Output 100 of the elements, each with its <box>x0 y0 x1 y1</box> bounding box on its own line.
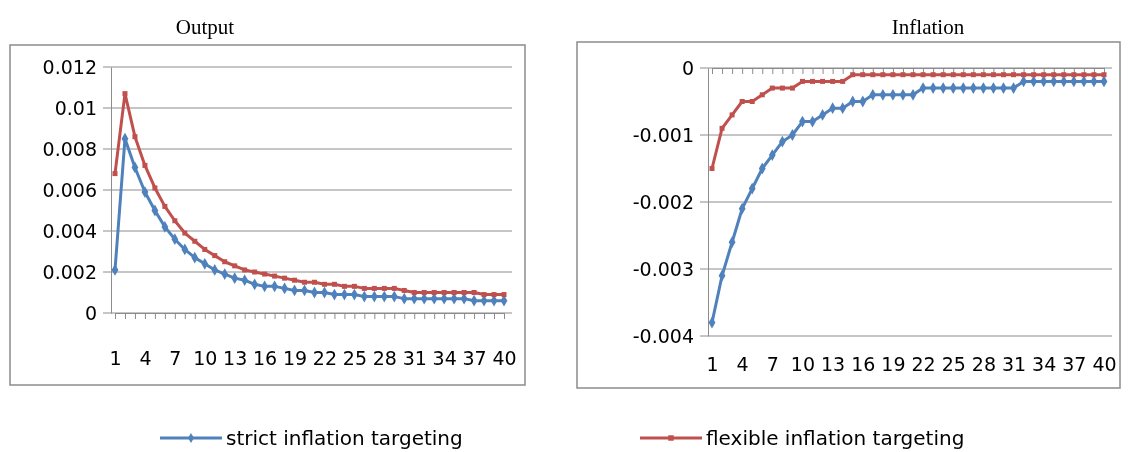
y-tick-label: 0.01 <box>54 96 97 119</box>
x-tick-label: 16 <box>851 353 876 376</box>
point <box>311 279 317 285</box>
chart-title: Output <box>175 15 235 39</box>
point <box>112 171 118 177</box>
point <box>739 99 745 104</box>
x-tick-label: 10 <box>790 353 816 376</box>
point <box>421 290 427 295</box>
y-tick-label: 0.006 <box>42 178 97 201</box>
x-tick-label: 22 <box>911 353 936 376</box>
point <box>491 292 497 298</box>
point <box>212 253 218 259</box>
point <box>401 287 407 293</box>
point <box>1021 72 1027 78</box>
point <box>810 78 816 84</box>
x-tick-label: 22 <box>312 347 338 370</box>
point <box>910 72 916 78</box>
point <box>461 290 467 295</box>
x-tick-label: 25 <box>941 353 966 376</box>
point <box>980 72 986 78</box>
point <box>1031 72 1037 78</box>
point <box>1091 72 1097 78</box>
point <box>172 218 178 224</box>
point <box>900 72 906 78</box>
point <box>789 85 795 91</box>
point <box>990 72 996 78</box>
x-tick-label: 13 <box>821 353 846 376</box>
point <box>769 85 775 91</box>
point <box>1071 72 1077 78</box>
point <box>162 203 168 209</box>
x-tick-label: 7 <box>169 347 182 370</box>
point <box>391 285 397 291</box>
point <box>222 259 228 265</box>
x-tick-label: 37 <box>1062 353 1087 376</box>
point <box>1011 72 1017 78</box>
point <box>1061 72 1067 78</box>
point <box>920 72 926 78</box>
point <box>950 72 956 78</box>
point <box>960 72 966 78</box>
point <box>481 292 487 298</box>
point <box>192 238 198 244</box>
x-tick-label: 31 <box>1001 353 1027 376</box>
point <box>292 277 298 283</box>
y-tick-label: 0 <box>84 301 97 324</box>
x-tick-label: 40 <box>492 347 517 370</box>
point <box>1101 72 1107 78</box>
point <box>242 267 248 273</box>
point <box>799 78 805 84</box>
x-tick-label: 4 <box>736 353 749 376</box>
x-tick-label: 31 <box>402 347 427 370</box>
x-tick-label: 34 <box>432 347 457 370</box>
point <box>759 92 765 98</box>
point <box>321 281 327 287</box>
point <box>371 285 377 291</box>
x-tick-label: 1 <box>706 353 719 376</box>
x-tick-label: 28 <box>372 347 397 370</box>
point <box>331 281 337 287</box>
x-tick-label: 13 <box>223 347 248 370</box>
x-tick-label: 1 <box>109 347 122 370</box>
point <box>202 246 208 252</box>
x-tick-label: 16 <box>253 347 278 370</box>
point <box>182 230 188 236</box>
legend-label: strict inflation targeting <box>226 426 463 450</box>
point <box>451 290 457 295</box>
point <box>709 166 715 171</box>
point <box>719 125 725 131</box>
point <box>820 78 826 84</box>
point <box>232 263 238 269</box>
point <box>1051 72 1057 78</box>
point <box>749 99 755 104</box>
x-tick-label: 4 <box>139 347 152 370</box>
y-tick-label: 0.008 <box>42 137 97 160</box>
point <box>1000 72 1006 78</box>
y-tick-label: 0.012 <box>42 55 97 78</box>
point <box>431 290 437 295</box>
point <box>441 290 447 295</box>
point <box>729 112 735 118</box>
point <box>779 85 785 91</box>
y-tick-label: -0.004 <box>632 324 694 347</box>
point <box>361 285 367 291</box>
point <box>272 273 278 279</box>
point <box>302 279 308 285</box>
point <box>282 275 288 281</box>
point <box>870 72 876 78</box>
x-tick-label: 34 <box>1032 353 1057 376</box>
x-tick-label: 10 <box>193 347 218 370</box>
point <box>252 269 258 275</box>
y-tick-label: -0.003 <box>632 257 694 280</box>
point <box>351 283 357 289</box>
point <box>850 72 856 78</box>
x-tick-label: 19 <box>881 353 906 376</box>
point <box>880 72 886 78</box>
point <box>970 72 976 78</box>
y-tick-label: -0.002 <box>632 190 694 213</box>
point <box>1041 72 1047 78</box>
y-tick-label: -0.001 <box>632 123 694 146</box>
point <box>132 134 138 140</box>
point <box>830 78 836 84</box>
chart-title: Inflation <box>891 15 965 39</box>
point <box>471 290 477 295</box>
